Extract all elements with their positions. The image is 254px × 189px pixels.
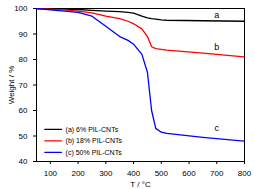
svg-text:(c) 50% PIL-CNTs: (c) 50% PIL-CNTs: [66, 149, 123, 157]
svg-text:T / °C: T / °C: [130, 180, 151, 189]
svg-text:500: 500: [155, 169, 169, 178]
svg-text:c: c: [215, 123, 220, 133]
svg-text:600: 600: [182, 169, 196, 178]
svg-text:70: 70: [19, 81, 28, 90]
svg-text:100: 100: [14, 4, 28, 13]
svg-text:400: 400: [127, 169, 141, 178]
svg-text:800: 800: [238, 169, 252, 178]
svg-text:(a) 6% PIL-CNTs: (a) 6% PIL-CNTs: [66, 126, 119, 134]
svg-text:90: 90: [19, 30, 28, 39]
svg-text:80: 80: [19, 55, 28, 64]
svg-text:700: 700: [210, 169, 224, 178]
svg-text:b: b: [214, 42, 219, 52]
svg-text:300: 300: [99, 169, 113, 178]
svg-text:100: 100: [44, 169, 58, 178]
svg-text:a: a: [214, 10, 219, 20]
svg-text:Weight / %: Weight / %: [7, 66, 16, 105]
svg-text:(b) 18% PIL-CNTs: (b) 18% PIL-CNTs: [66, 137, 123, 145]
svg-text:60: 60: [19, 106, 28, 115]
svg-text:40: 40: [19, 157, 28, 166]
svg-text:50: 50: [19, 132, 28, 141]
svg-text:200: 200: [71, 169, 85, 178]
